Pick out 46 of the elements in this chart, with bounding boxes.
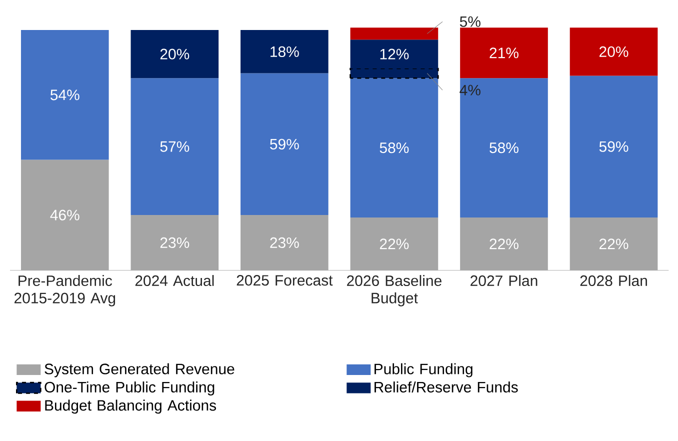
bar (350, 78, 438, 218)
legend-label: Relief/Reserve Funds (374, 381, 518, 392)
bar (460, 217, 548, 270)
data-label: 22% (490, 238, 518, 250)
x-tick-label: Pre-Pandemic 2015-2019 Avg (14, 275, 116, 306)
legend-label: Public Funding (374, 363, 472, 378)
data-label: 58% (490, 142, 518, 154)
x-tick-label: 2026 Baseline Budget (347, 275, 442, 306)
data-label: 59% (599, 141, 628, 152)
data-label: 59% (270, 138, 299, 150)
data-label: 46% (50, 210, 80, 220)
data-label: 57% (160, 141, 190, 152)
bar (350, 217, 438, 270)
x-tick-label: 2024 Actual (135, 275, 214, 286)
data-label: 22% (380, 238, 409, 250)
bar (20, 160, 109, 270)
x-tick-label: 2027 Plan (470, 275, 538, 286)
data-label: 18% (270, 46, 299, 57)
bar (570, 217, 658, 270)
bar (240, 30, 328, 74)
bar (460, 28, 548, 78)
legend-label: Budget Balancing Actions (45, 400, 216, 414)
bar (130, 78, 219, 216)
x-tick-label: 2028 Plan (580, 275, 647, 286)
data-label: 12% (380, 48, 409, 60)
data-label: 5% (460, 16, 480, 27)
data-label: 58% (380, 142, 409, 154)
bar (570, 76, 658, 218)
data-label: 20% (600, 46, 628, 57)
bar (240, 73, 328, 216)
data-label: 22% (600, 238, 628, 250)
data-label: 20% (160, 48, 190, 60)
bar (20, 30, 109, 160)
data-label: 23% (270, 237, 299, 248)
bar (130, 30, 219, 78)
bar (570, 28, 658, 76)
data-label: 54% (50, 90, 80, 100)
data-label: 21% (490, 48, 518, 58)
bar (130, 215, 219, 270)
legend-label: System Generated Revenue (44, 363, 234, 378)
bar (240, 215, 328, 270)
bar (460, 78, 548, 218)
x-tick-label: 2025 Forecast (236, 275, 333, 286)
data-label: 23% (160, 237, 190, 248)
legend-label: One-Time Public Funding (44, 381, 214, 396)
bar (350, 28, 438, 40)
